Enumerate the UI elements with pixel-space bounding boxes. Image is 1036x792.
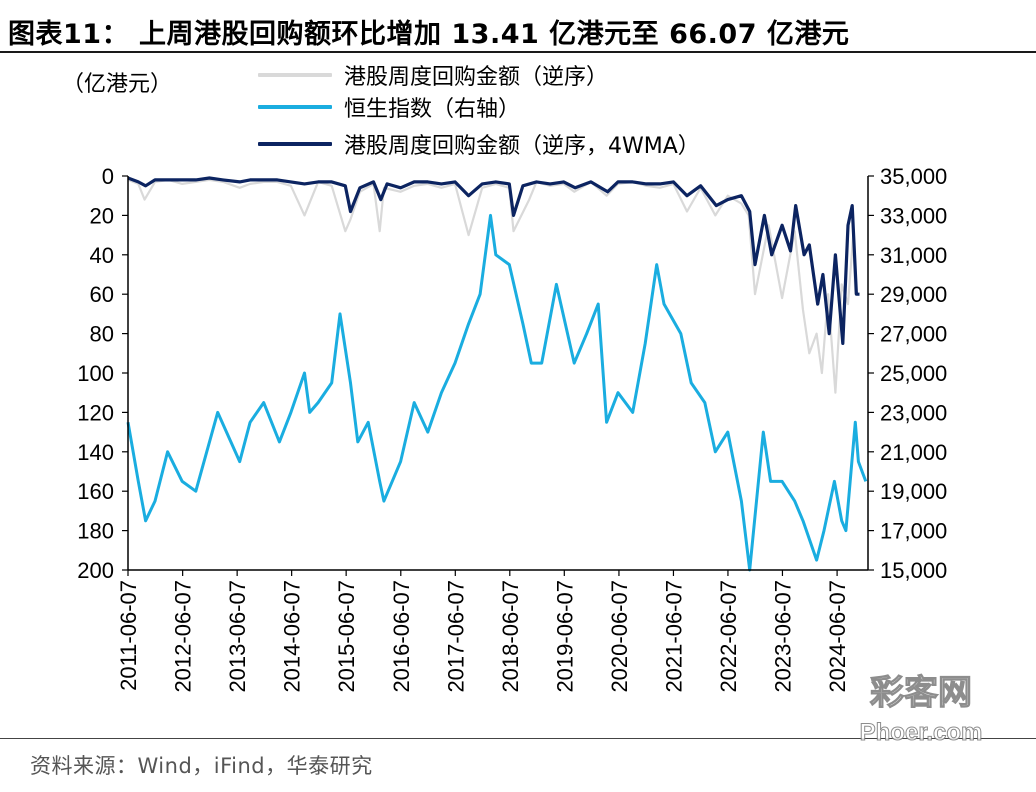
left-tick-label: 200 — [77, 558, 114, 583]
right-tick-label: 25,000 — [880, 361, 947, 386]
title-divider — [0, 51, 1036, 53]
right-tick-label: 19,000 — [880, 479, 947, 504]
x-tick-label: 2023-06-07 — [770, 580, 795, 693]
axes-layer: 0 20 40 60 80 100 120 140 160 180 200 35,000 33,000 3… — [77, 164, 947, 693]
svg-text:Phoer.com: Phoer.com — [860, 719, 983, 746]
legend-swatch-weekly-buyback — [258, 73, 332, 77]
series-hang-seng-line — [126, 213, 868, 572]
left-tick-label: 180 — [77, 519, 114, 544]
right-tick-label: 29,000 — [880, 282, 947, 307]
page-title: 图表11： 上周港股回购额环比增加 13.41 亿港元至 66.07 亿港元 — [8, 19, 850, 50]
footer-divider — [0, 738, 1036, 739]
legend-swatch-buyback-4wma — [258, 142, 332, 146]
x-tick-label: 2015-06-07 — [334, 580, 359, 693]
watermark-logo: 彩客网 Phoer.com — [859, 672, 983, 746]
legend-item-buyback-4wma: 港股周度回购金额（逆序，4WMA） — [258, 129, 700, 159]
x-tick-label: 2020-06-07 — [607, 580, 632, 693]
x-tick-label: 2021-06-07 — [661, 580, 686, 693]
x-tick-label: 2022-06-07 — [716, 580, 741, 693]
x-tick-label: 2017-06-07 — [443, 580, 468, 693]
legend-item-weekly-buyback: 港股周度回购金额（逆序） — [258, 60, 608, 90]
left-tick-label: 60 — [90, 282, 114, 307]
source-note: 资料来源：Wind，iFind，华泰研究 — [30, 754, 373, 778]
left-tick-label: 120 — [77, 400, 114, 425]
x-tick-label: 2014-06-07 — [280, 580, 305, 693]
left-tick-label: 80 — [90, 322, 114, 347]
series-weekly-buyback-line — [127, 178, 857, 394]
left-tick-label: 100 — [77, 361, 114, 386]
left-axis-unit: （亿港元） — [62, 72, 173, 97]
svg-text:彩客网: 彩客网 — [870, 673, 972, 713]
right-tick-label: 27,000 — [880, 322, 947, 347]
left-tick-label: 140 — [77, 440, 114, 465]
left-tick-label: 40 — [90, 243, 114, 268]
x-tick-label: 2016-06-07 — [389, 580, 414, 693]
x-tick-label: 2018-06-07 — [498, 580, 523, 693]
legend-label-weekly-buyback: 港股周度回购金额（逆序） — [344, 65, 609, 90]
x-tick-label: 2011-06-07 — [116, 580, 141, 691]
legend-swatch-hang-seng — [258, 105, 332, 109]
right-tick-label: 21,000 — [880, 440, 947, 465]
right-tick-label: 15,000 — [880, 558, 947, 583]
legend-item-hang-seng: 恒生指数（右轴） — [258, 92, 520, 122]
x-tick-label: 2024-06-07 — [825, 580, 850, 693]
x-tick-label: 2012-06-07 — [171, 580, 196, 693]
right-tick-label: 35,000 — [880, 164, 947, 189]
left-tick-label: 160 — [77, 479, 114, 504]
series-layer — [126, 176, 868, 572]
left-tick-label: 0 — [102, 164, 114, 189]
right-tick-label: 33,000 — [880, 203, 947, 228]
right-tick-label: 23,000 — [880, 400, 947, 425]
series-buyback-4wma-line — [127, 176, 860, 345]
x-tick-label: 2013-06-07 — [225, 580, 250, 693]
right-tick-label: 17,000 — [880, 519, 947, 544]
left-tick-label: 20 — [90, 203, 114, 228]
x-tick-label: 2019-06-07 — [552, 580, 577, 693]
legend-label-buyback-4wma: 港股周度回购金额（逆序，4WMA） — [344, 134, 700, 159]
buyback-vs-hsi-chart: 0 20 40 60 80 100 120 140 160 180 200 35,000 33,000 3… — [77, 164, 947, 693]
legend-label-hang-seng: 恒生指数（右轴） — [344, 97, 521, 122]
right-tick-label: 31,000 — [880, 243, 947, 268]
